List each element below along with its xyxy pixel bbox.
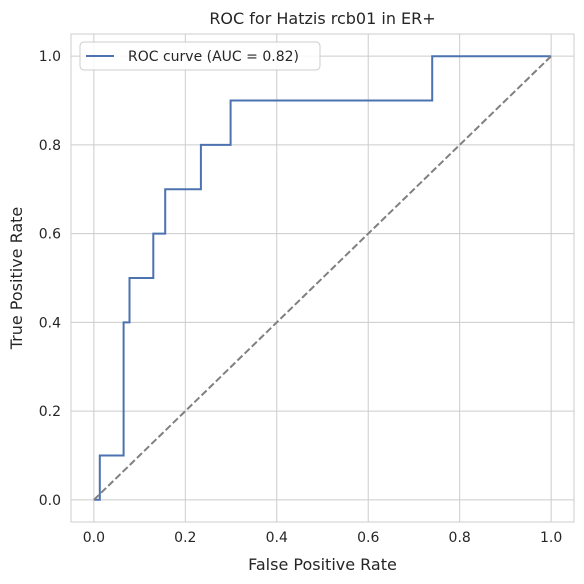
roc-curve-line xyxy=(93,55,552,501)
chart-title: ROC for Hatzis rcb01 in ER+ xyxy=(209,9,435,28)
x-axis-ticks: 0.0 0.2 0.4 0.6 0.8 1.0 xyxy=(83,530,563,546)
y-tick-label: 0.0 xyxy=(39,493,61,509)
legend: ROC curve (AUC = 0.82) xyxy=(79,41,321,71)
x-tick-label: 1.0 xyxy=(540,530,562,546)
y-axis-ticks: 0.0 0.2 0.4 0.6 0.8 1.0 xyxy=(39,49,61,509)
y-tick-label: 0.8 xyxy=(39,138,61,154)
x-tick-label: 0.2 xyxy=(174,530,196,546)
x-axis-label: False Positive Rate xyxy=(248,555,397,574)
x-tick-label: 0.8 xyxy=(449,530,471,546)
diagonal-reference-line xyxy=(93,55,552,501)
y-tick-label: 1.0 xyxy=(39,49,61,65)
y-axis-label: True Positive Rate xyxy=(7,207,26,351)
x-tick-label: 0.0 xyxy=(83,530,105,546)
y-tick-label: 0.2 xyxy=(39,404,61,420)
y-tick-label: 0.4 xyxy=(39,315,61,331)
legend-box xyxy=(79,41,321,71)
series-group xyxy=(93,55,552,501)
y-tick-label: 0.6 xyxy=(39,227,61,243)
x-tick-label: 0.6 xyxy=(357,530,379,546)
legend-entry: ROC curve (AUC = 0.82) xyxy=(128,49,299,65)
x-tick-label: 0.4 xyxy=(266,530,288,546)
